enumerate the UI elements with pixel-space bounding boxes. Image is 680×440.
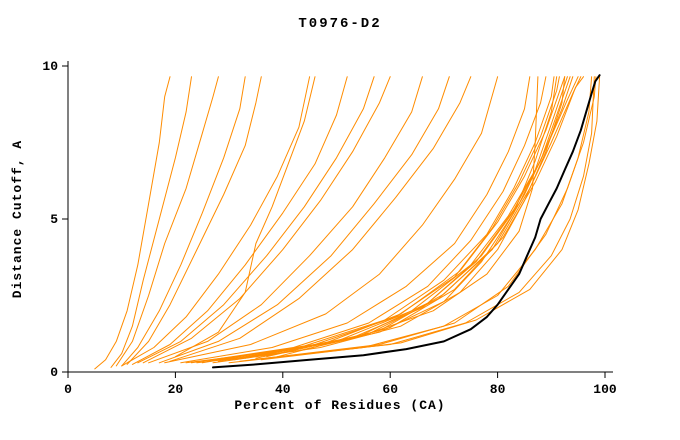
model-curve-07 — [131, 76, 348, 365]
model-curve-28 — [239, 76, 597, 362]
model-curve-12 — [169, 76, 472, 362]
model-curve-10 — [148, 76, 423, 364]
model-curve-11 — [158, 76, 450, 364]
model-curve-18 — [217, 76, 566, 362]
model-curve-02 — [110, 76, 192, 368]
model-curve-26 — [276, 76, 584, 358]
model-curve-17 — [207, 76, 560, 362]
model-curve-19 — [228, 76, 568, 361]
model-curve-27 — [228, 76, 593, 364]
x-tick-label: 100 — [593, 382, 617, 397]
x-axis-label: Percent of Residues (CA) — [234, 398, 446, 413]
model-curve-13 — [174, 76, 316, 358]
model-curve-14 — [180, 76, 531, 364]
y-tick-label: 0 — [50, 365, 58, 380]
reference-curve — [212, 74, 601, 369]
model-curve-30 — [250, 76, 595, 361]
x-tick-label: 20 — [168, 382, 184, 397]
model-curve-25 — [266, 76, 582, 358]
model-curve-03 — [115, 76, 219, 367]
model-curve-22 — [234, 76, 571, 361]
model-curve-06 — [121, 76, 311, 367]
model-curve-01 — [94, 76, 171, 370]
y-axis-label: Distance Cutoff, A — [10, 139, 25, 299]
x-tick-label: 80 — [490, 382, 506, 397]
y-tick-label: 10 — [42, 59, 58, 74]
chart-title: T0976-D2 — [298, 16, 382, 32]
model-curve-29 — [260, 76, 601, 361]
model-curve-32 — [164, 76, 499, 364]
x-tick-label: 0 — [64, 382, 72, 397]
x-tick-label: 60 — [382, 382, 398, 397]
model-curve-04 — [121, 76, 246, 367]
y-tick-label: 5 — [50, 212, 58, 227]
model-curve-05 — [126, 76, 262, 365]
model-curve-24 — [255, 76, 579, 359]
model-curve-23 — [244, 76, 574, 359]
model-curve-08 — [137, 76, 375, 364]
x-tick-label: 40 — [275, 382, 291, 397]
model-curve-15 — [191, 76, 547, 364]
model-curve-31 — [185, 76, 539, 364]
model-curve-09 — [142, 76, 391, 364]
model-curve-16 — [201, 76, 555, 364]
